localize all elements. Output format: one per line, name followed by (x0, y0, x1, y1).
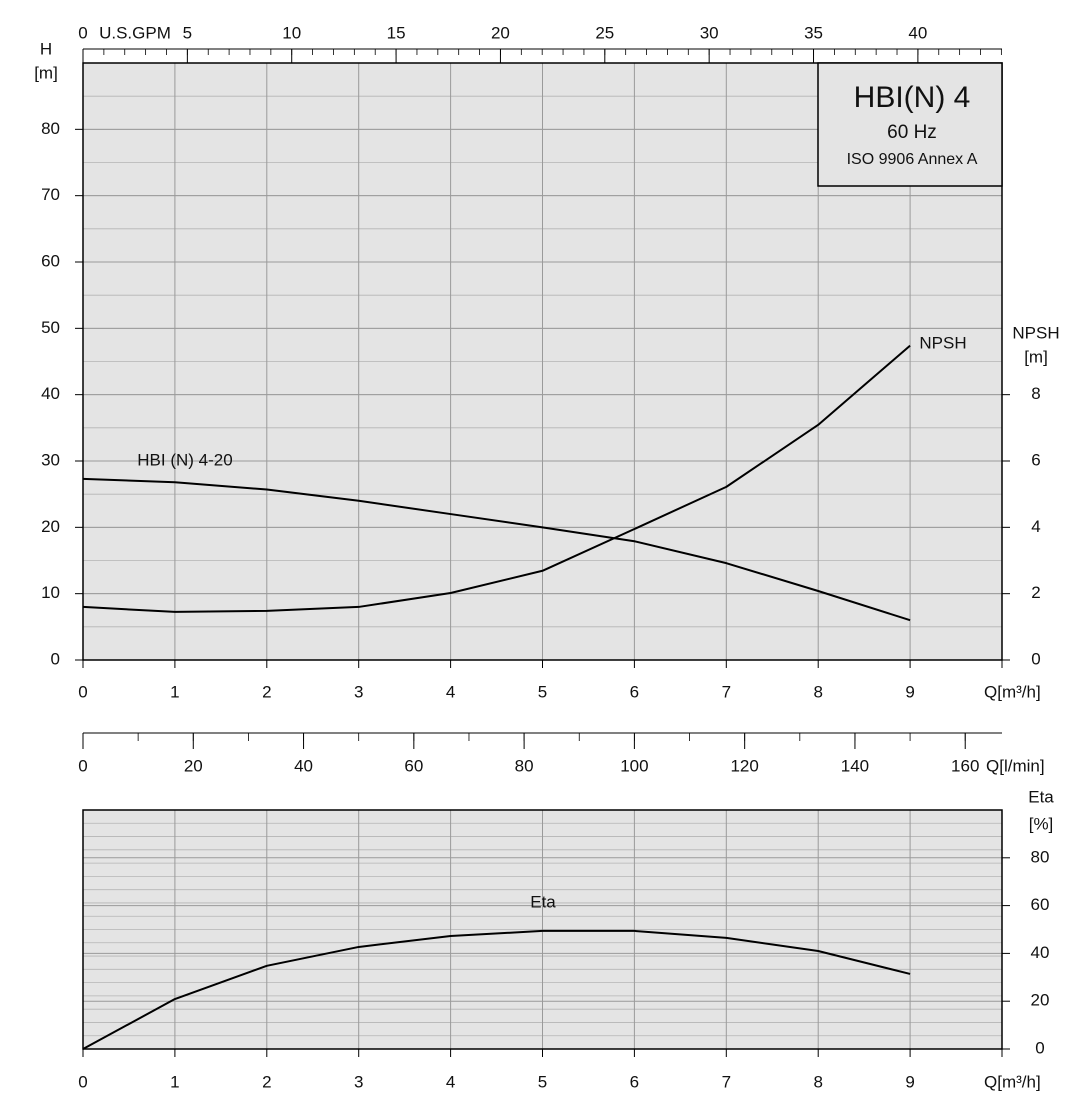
y2-axis-label: NPSH (1012, 323, 1059, 342)
extra-tick-label: 5 (183, 23, 192, 42)
x-tick-label: 7 (722, 1072, 731, 1091)
extra-axis-label: Q[l/min] (986, 756, 1045, 775)
x-tick-label: 1 (170, 1072, 179, 1091)
y2-tick-label: 8 (1031, 384, 1040, 403)
y-tick-label: 30 (41, 450, 60, 469)
extra-tick-label: 100 (620, 756, 648, 775)
curve-label: NPSH (919, 333, 966, 352)
extra-tick-label: 20 (491, 23, 510, 42)
info-box (817, 62, 1003, 187)
y-tick-label: 20 (41, 517, 60, 536)
extra-tick-label: 140 (841, 756, 869, 775)
y-tick-label: 40 (1031, 943, 1050, 962)
y-axis-label: Eta (1028, 787, 1054, 806)
x-tick-label: 0 (78, 682, 87, 701)
y-tick-label: 40 (41, 384, 60, 403)
curve (82, 929, 911, 1050)
y-axis-label: H (40, 39, 52, 58)
x-tick-label: 2 (262, 682, 271, 701)
x-tick-label: 9 (905, 682, 914, 701)
x-axis-label: Q[m³/h] (984, 1072, 1041, 1091)
x-axis-label: Q[m³/h] (984, 682, 1041, 701)
x-tick-label: 9 (905, 1072, 914, 1091)
x-tick-label: 4 (446, 1072, 455, 1091)
curve-label: Eta (530, 892, 556, 911)
extra-tick-label: 25 (595, 23, 614, 42)
x-tick-label: 8 (813, 682, 822, 701)
extra-tick-label: 0 (78, 756, 87, 775)
x-tick-label: 3 (354, 682, 363, 701)
x-tick-label: 6 (630, 1072, 639, 1091)
x-tick-label: 5 (538, 1072, 547, 1091)
curve-label: HBI (N) 4-20 (137, 450, 232, 469)
y-tick-label: 0 (1035, 1038, 1044, 1057)
extra-tick-label: 80 (515, 756, 534, 775)
y-tick-label: 60 (1031, 895, 1050, 914)
extra-tick-label: 40 (294, 756, 313, 775)
chart-title: HBI(N) 4 (854, 81, 971, 114)
extra-tick-label: 40 (908, 23, 927, 42)
x-tick-label: 3 (354, 1072, 363, 1091)
x-tick-label: 4 (446, 682, 455, 701)
extra-tick-label: 0 (78, 23, 87, 42)
y2-tick-label: 4 (1031, 517, 1040, 536)
y-axis-unit: [%] (1029, 814, 1054, 833)
chart-caption: ISO 9906 Annex A (847, 151, 978, 168)
extra-tick-label: 15 (387, 23, 406, 42)
extra-tick-label: 35 (804, 23, 823, 42)
y2-tick-label: 6 (1031, 450, 1040, 469)
x-tick-label: 8 (813, 1072, 822, 1091)
y-tick-label: 10 (41, 583, 60, 602)
extra-tick-label: 120 (730, 756, 758, 775)
extra-tick-label: 160 (951, 756, 979, 775)
y-tick-label: 70 (41, 185, 60, 204)
plot-frame (82, 809, 1003, 1050)
x-tick-label: 6 (630, 682, 639, 701)
y-tick-label: 60 (41, 251, 60, 270)
curve (82, 344, 911, 613)
x-tick-label: 5 (538, 682, 547, 701)
extra-tick-label: 10 (282, 23, 301, 42)
y-tick-label: 0 (51, 649, 60, 668)
extra-tick-label: 20 (184, 756, 203, 775)
x-tick-label: 1 (170, 682, 179, 701)
y-axis-unit: [m] (34, 63, 58, 82)
x-tick-label: 2 (262, 1072, 271, 1091)
curve (82, 477, 911, 622)
y2-tick-label: 2 (1031, 583, 1040, 602)
extra-tick-label: 30 (700, 23, 719, 42)
y2-axis-unit: [m] (1024, 347, 1048, 366)
y-tick-label: 50 (41, 318, 60, 337)
extra-axis-label: U.S.GPM (99, 23, 171, 42)
x-tick-label: 7 (722, 682, 731, 701)
x-tick-label: 0 (78, 1072, 87, 1091)
extra-tick-label: 60 (404, 756, 423, 775)
chart-subtitle: 60 Hz (887, 122, 937, 143)
plot-frame (82, 62, 1003, 661)
y-tick-label: 20 (1031, 991, 1050, 1010)
y2-tick-label: 0 (1031, 649, 1040, 668)
y-tick-label: 80 (41, 119, 60, 138)
y-tick-label: 80 (1031, 847, 1050, 866)
